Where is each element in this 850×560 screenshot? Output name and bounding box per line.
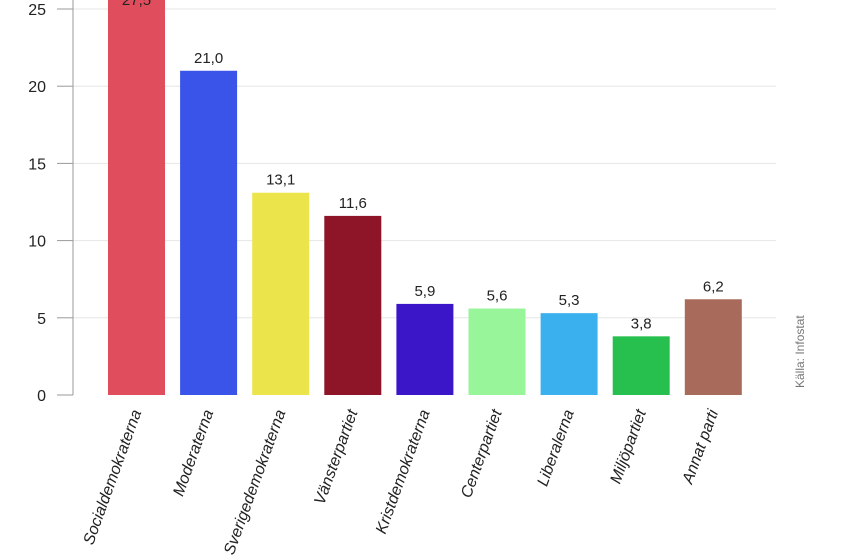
data-label: 13,1 [266, 172, 295, 189]
data-label: 11,6 [339, 195, 367, 212]
data-label: 6,2 [703, 278, 724, 295]
bars: 27,5 21,0 13,1 11,6 5,9 5,6 5,3 3,8 6,2 [108, 0, 742, 396]
data-label: 21,0 [194, 50, 223, 67]
data-label: 5,6 [487, 288, 508, 305]
y-tick-label: 0 [37, 388, 46, 405]
x-tick-label: Vänsterpartiet [312, 407, 362, 507]
y-tick-label: 5 [37, 311, 46, 328]
y-tick-label: 20 [28, 79, 46, 96]
bar [540, 313, 598, 395]
source-label: Källa: Infostat [793, 315, 807, 388]
bar [324, 215, 382, 395]
x-tick-label: Liberalerna [535, 407, 578, 488]
y-tick-label: 25 [28, 2, 46, 19]
x-tick-label: Moderaterna [170, 407, 217, 498]
x-tick-label: Sverigedemokraterna [221, 407, 289, 557]
y-tick-label: 15 [28, 156, 46, 173]
bar [396, 303, 454, 395]
y-tick-label: 10 [28, 234, 46, 251]
bar [612, 336, 670, 395]
y-axis: 0 5 10 15 20 25 [28, 0, 74, 405]
x-tick-label: Socialdemokraterna [81, 407, 146, 547]
bar [180, 70, 238, 395]
data-label: 5,9 [414, 283, 435, 300]
bar [252, 192, 310, 395]
data-label: 3,8 [631, 315, 652, 332]
x-tick-label: Kristdemokraterna [373, 407, 434, 536]
data-label: 5,3 [559, 292, 580, 309]
bar [684, 299, 742, 395]
gridlines [73, 8, 776, 319]
x-tick-label: Annat parti [679, 407, 722, 487]
x-tick-label: Miljöpartiet [608, 407, 651, 486]
data-label: 27,5 [122, 0, 151, 9]
x-axis-labels: Socialdemokraterna Moderaterna Sverigedemo… [81, 407, 723, 557]
bar [108, 0, 165, 396]
bar [468, 308, 526, 395]
x-tick-label: Centerpartiet [458, 407, 506, 500]
